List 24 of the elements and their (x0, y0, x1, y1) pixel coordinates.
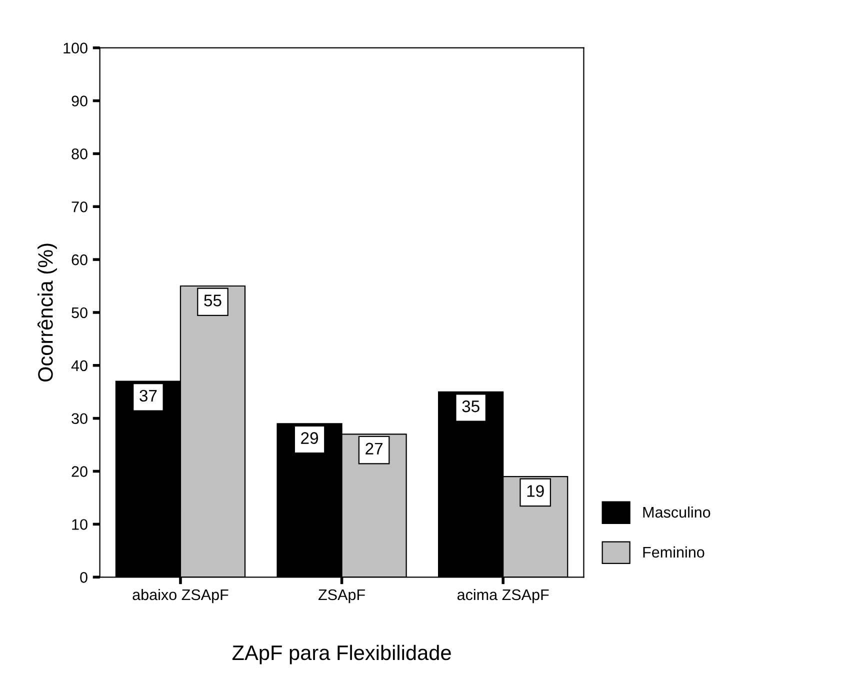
y-tick-label: 30 (72, 413, 88, 424)
data-label: 55 (204, 294, 222, 306)
data-label: 35 (462, 400, 480, 412)
y-tick-label: 50 (72, 307, 88, 318)
legend-label: Feminino (643, 546, 704, 558)
legend-label: Masculino (643, 506, 710, 518)
y-tick-label: 90 (72, 96, 88, 106)
data-label: 37 (140, 390, 157, 402)
x-tick-label: acima ZSApF (457, 588, 549, 604)
x-tick-label: ZSApF (318, 589, 365, 604)
data-label: 27 (366, 442, 382, 454)
data-label: 19 (527, 485, 544, 497)
y-tick-label: 10 (72, 519, 88, 530)
data-label: 29 (301, 432, 318, 444)
y-tick-label: 70 (72, 201, 88, 212)
y-tick-label: 0 (80, 572, 88, 583)
x-tick-label: abaixo ZSApF (132, 588, 228, 604)
y-tick-label: 100 (64, 42, 88, 54)
y-tick-label: 60 (72, 254, 88, 266)
x-axis-title: ZApF para Flexibilidade (232, 644, 451, 664)
y-tick-label: 20 (72, 466, 88, 477)
y-axis-title: Ocorrência (%) (37, 244, 57, 382)
y-tick-label: 80 (72, 148, 88, 160)
y-tick-label: 40 (71, 360, 88, 372)
